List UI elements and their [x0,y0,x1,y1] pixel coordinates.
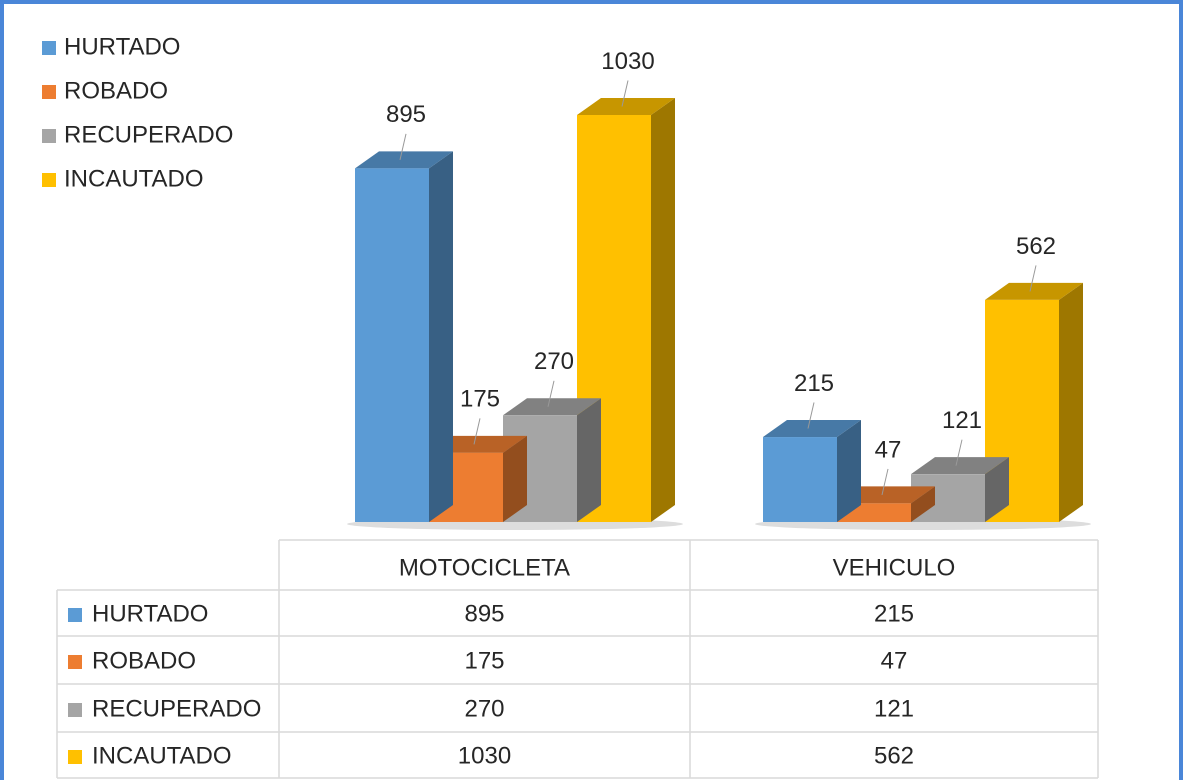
bar-side [911,486,935,522]
data-label: 121 [942,407,982,434]
data-label: 215 [794,370,834,397]
bar-top [355,151,453,169]
data-label: 270 [534,348,574,375]
bar-top [985,282,1083,300]
bar-front [763,437,837,522]
table-header: VEHICULO [833,554,956,581]
label-leader [1029,265,1037,292]
table-cell: 1030 [458,742,511,769]
bar-top [577,98,675,115]
bar [577,98,675,522]
table-row-label: ROBADO [92,647,196,674]
bar-side [577,398,601,522]
legend-swatch [42,85,56,99]
table-cell: 121 [874,695,914,722]
bar [355,151,453,522]
table-swatch [68,750,82,764]
table-swatch [68,655,82,669]
bar [985,282,1083,522]
legend-label: ROBADO [64,77,168,104]
bar-side [503,435,527,522]
legend-label: RECUPERADO [64,121,233,148]
bar-top [763,420,861,438]
table-cell: 175 [464,647,504,674]
bar-top [911,457,1009,475]
bar-front [355,168,429,522]
table-cell: 270 [464,695,504,722]
bar-top [429,435,527,453]
table-cell: 895 [464,600,504,627]
data-label: 1030 [601,48,654,75]
bar-side [985,457,1009,522]
bar [763,420,861,522]
label-leader [881,468,889,496]
table-swatch [68,703,82,717]
bar-top [837,486,935,504]
table-row-label: HURTADO [92,600,208,627]
label-leader [399,133,407,160]
table-cell: 215 [874,600,914,627]
label-leader [807,402,815,429]
table-cell: 562 [874,742,914,769]
label-leader [547,380,555,407]
data-label: 895 [386,101,426,128]
table-cell: 47 [881,647,908,674]
legend-label: HURTADO [64,33,180,60]
bar-side [651,98,675,522]
data-label: 175 [460,386,500,413]
data-label: 562 [1016,233,1056,260]
legend-swatch [42,173,56,187]
legend-swatch [42,41,56,55]
bar-side [429,151,453,522]
table-row-label: RECUPERADO [92,695,261,722]
label-leader [621,80,629,107]
label-leader [473,418,481,445]
legend-swatch [42,129,56,143]
bar-side [837,420,861,522]
table-swatch [68,608,82,622]
legend-label: INCAUTADO [64,165,204,192]
table-row-label: INCAUTADO [92,742,232,769]
bar-side [1059,282,1083,522]
label-leader [955,439,963,466]
table-header: MOTOCICLETA [399,554,570,581]
bar-top [503,398,601,416]
data-label: 47 [875,436,902,463]
